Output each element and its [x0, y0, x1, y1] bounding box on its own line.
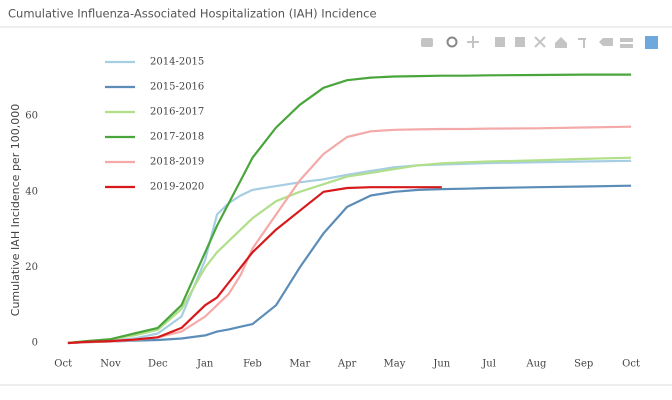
- y-tick-label: 20: [25, 262, 38, 273]
- plotly-logo[interactable]: [645, 36, 658, 49]
- reset-icon[interactable]: [555, 37, 567, 48]
- toolbar: [421, 36, 658, 49]
- x-tick-label: Dec: [148, 359, 168, 370]
- x-tick-label: Oct: [622, 359, 640, 370]
- autoscale-icon[interactable]: [534, 36, 546, 48]
- series-line: [67, 184, 632, 345]
- legend-label: 2016-2017: [150, 107, 204, 118]
- x-tick-label: Jul: [481, 359, 496, 370]
- series-line: [67, 159, 632, 345]
- x-tick-label: Aug: [525, 359, 547, 370]
- spike-icon[interactable]: [578, 38, 586, 48]
- series-line: [67, 186, 442, 345]
- chart-title: Cumulative Influenza-Associated Hospital…: [8, 7, 377, 21]
- x-tick-label: Mar: [289, 359, 310, 370]
- series-line: [67, 73, 632, 345]
- legend-label: 2018-2019: [150, 157, 204, 168]
- y-tick-label: 0: [32, 337, 38, 348]
- legend-label: 2019-2020: [150, 182, 204, 193]
- x-tick-label: Jan: [196, 359, 214, 370]
- zoom-icon[interactable]: [446, 36, 458, 48]
- zoom-in-icon[interactable]: [495, 37, 505, 47]
- camera-icon[interactable]: [421, 38, 433, 47]
- y-tick-label: 40: [25, 186, 38, 197]
- legend-label: 2015-2016: [150, 82, 204, 93]
- legend-label: 2014-2015: [150, 57, 204, 68]
- x-tick-label: Nov: [100, 359, 121, 370]
- hover-compare-icon[interactable]: [620, 44, 633, 48]
- x-tick-label: Apr: [337, 359, 357, 370]
- x-tick-label: Oct: [54, 359, 72, 370]
- hover-closest-icon[interactable]: [599, 38, 613, 46]
- x-tick-label: Sep: [574, 359, 593, 370]
- y-tick-label: 60: [25, 111, 38, 122]
- legend-label: 2017-2018: [150, 132, 204, 143]
- hover-compare-icon[interactable]: [620, 38, 633, 42]
- x-tick-label: Feb: [243, 359, 262, 370]
- x-tick-label: May: [384, 359, 406, 370]
- pan-icon[interactable]: [467, 36, 479, 48]
- x-tick-label: Jun: [432, 359, 450, 370]
- y-axis-label: Cumulative IAH Incidence per 100,000: [9, 104, 22, 316]
- zoom-out-icon[interactable]: [515, 37, 525, 47]
